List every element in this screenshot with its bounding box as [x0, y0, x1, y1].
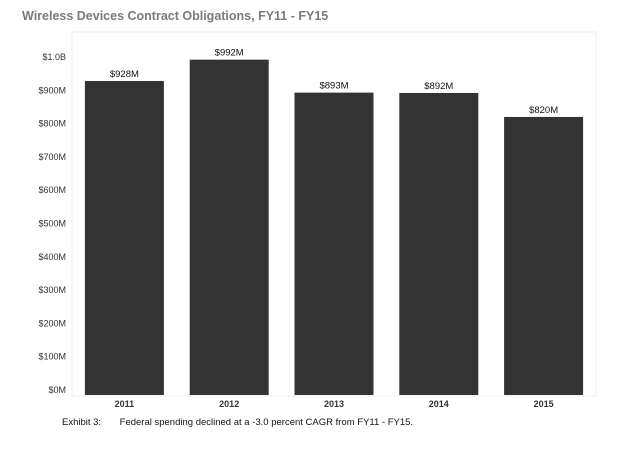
x-tick-label: 2013: [324, 399, 344, 409]
y-tick-label: $100M: [38, 352, 66, 362]
bar: [294, 92, 374, 396]
x-tick-label: 2015: [534, 399, 554, 409]
bar-value-label: $820M: [529, 105, 558, 116]
figure-caption: Exhibit 3: Federal spending declined at …: [62, 417, 413, 428]
y-tick-label: $500M: [38, 219, 66, 229]
bar-value-label: $893M: [319, 81, 348, 92]
y-tick-label: $900M: [38, 85, 66, 95]
caption-text: Federal spending declined at a -3.0 perc…: [119, 417, 414, 428]
y-tick-label: $800M: [38, 119, 66, 129]
x-tick-label: 2014: [429, 399, 449, 409]
bar: [399, 92, 479, 396]
bar: [504, 116, 584, 395]
y-tick-label: $300M: [38, 285, 66, 295]
y-tick-label: $200M: [38, 318, 66, 328]
bar-value-label: $992M: [215, 48, 244, 59]
bar: [189, 59, 269, 395]
plot-area-border: [71, 31, 597, 397]
caption-label: Exhibit 3:: [62, 417, 102, 428]
y-tick-label: $400M: [38, 252, 66, 262]
bars: $928M $992M $893M $892M $820M: [84, 48, 584, 396]
x-tick-label: 2011: [115, 399, 135, 409]
y-tick-label: $0M: [48, 385, 66, 395]
y-tick-label: $700M: [38, 152, 66, 162]
chart-title: Wireless Devices Contract Obligations, F…: [22, 9, 329, 23]
y-tick-label: $1.0B: [42, 52, 66, 62]
y-axis: $0M $100M $200M $300M $400M $500M $600M $700M $8…: [38, 52, 66, 395]
bar-value-label: $892M: [424, 81, 453, 92]
x-axis: 2011 2012 2013 2014 2015: [115, 399, 554, 409]
bar-value-label: $928M: [110, 69, 139, 80]
y-tick-label: $600M: [38, 185, 66, 195]
bar: [84, 80, 164, 395]
x-tick-label: 2012: [219, 399, 239, 409]
